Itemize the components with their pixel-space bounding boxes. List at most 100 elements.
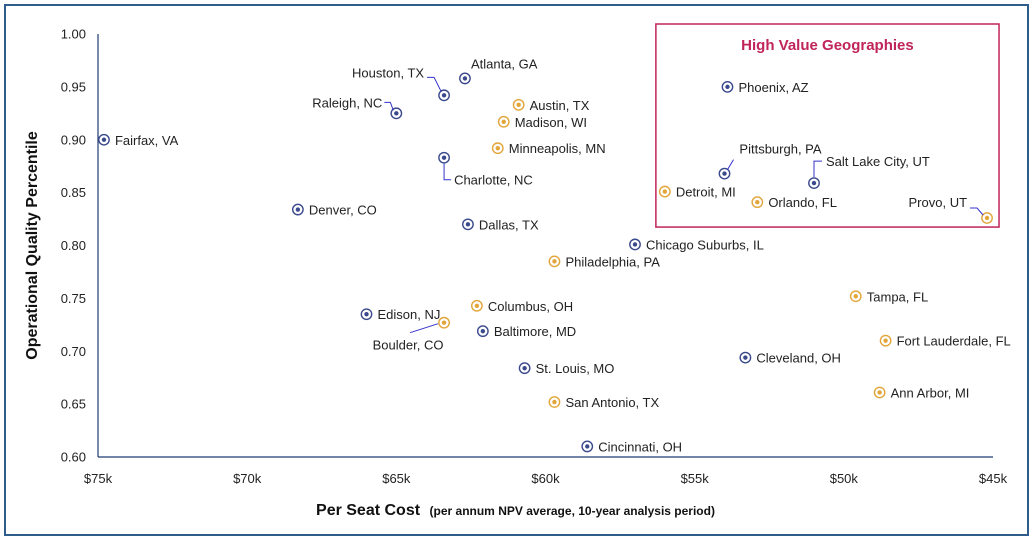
x-axis-title-note: (per annum NPV average, 10-year analysis… — [430, 504, 715, 518]
data-point: Atlanta, GA — [459, 56, 538, 85]
point-label: Atlanta, GA — [471, 56, 538, 71]
data-point: Tampa, FL — [849, 289, 928, 304]
point-label: Cleveland, OH — [756, 351, 841, 366]
point-label: Minneapolis, MN — [509, 141, 606, 156]
data-point: Pittsburgh, PA — [718, 142, 822, 180]
data-point: Raleigh, NC — [312, 95, 403, 120]
point-marker-inner — [552, 399, 557, 405]
y-tick-label: 0.75 — [61, 291, 86, 306]
y-tick-label: 0.70 — [61, 344, 86, 359]
x-tick-label: $50k — [830, 471, 859, 486]
data-point: Detroit, MI — [658, 185, 736, 200]
point-marker-inner — [725, 84, 730, 90]
point-label: Madison, WI — [515, 115, 587, 130]
point-label: Chicago Suburbs, IL — [646, 237, 764, 252]
point-marker-inner — [585, 444, 590, 449]
data-point: Salt Lake City, UT — [808, 154, 930, 190]
point-label: Dallas, TX — [479, 217, 539, 232]
point-label: Detroit, MI — [676, 185, 736, 200]
data-point: Chicago Suburbs, IL — [629, 237, 764, 252]
y-tick-label: 0.80 — [61, 238, 86, 253]
data-point: Ann Arbor, MI — [873, 385, 970, 400]
data-point: Fairfax, VA — [98, 133, 179, 148]
data-point: Cincinnati, OH — [581, 439, 682, 454]
data-point: Denver, CO — [291, 203, 377, 218]
point-label: Austin, TX — [530, 98, 590, 113]
chart-frame: High Value Geographies 1.00 0.95 0.90 0.85 0… — [4, 4, 1029, 536]
point-marker-inner — [394, 111, 399, 116]
x-tick-label: $75k — [84, 471, 113, 486]
point-label: Phoenix, AZ — [738, 80, 808, 95]
data-point: Dallas, TX — [462, 217, 539, 232]
point-marker-inner — [755, 199, 760, 205]
y-tick-label: 0.85 — [61, 185, 86, 200]
high-value-box-title: High Value Geographies — [741, 37, 914, 54]
data-point: Austin, TX — [512, 98, 590, 113]
point-marker-inner — [743, 355, 748, 360]
point-marker-inner — [552, 259, 557, 264]
data-point: Baltimore, MD — [476, 324, 576, 339]
point-label: Philadelphia, PA — [565, 254, 660, 269]
point-label: Raleigh, NC — [312, 95, 382, 110]
y-tick-label: 0.65 — [61, 397, 86, 412]
data-point: Minneapolis, MN — [491, 141, 606, 156]
x-tick-label: $55k — [681, 471, 710, 486]
point-marker-inner — [364, 312, 369, 317]
data-point: Charlotte, NC — [438, 151, 533, 188]
point-label: Edison, NJ — [378, 307, 441, 322]
data-point: Fort Lauderdale, FL — [879, 334, 1011, 349]
point-marker-inner — [516, 102, 521, 108]
point-marker-inner — [662, 189, 668, 194]
data-point: Cleveland, OH — [739, 351, 841, 366]
x-tick-label: $65k — [382, 471, 411, 486]
point-label: Fairfax, VA — [115, 133, 179, 148]
scatter-chart: High Value Geographies 1.00 0.95 0.90 0.85 0… — [24, 23, 1011, 519]
x-tick-label: $45k — [979, 471, 1008, 486]
point-marker-inner — [984, 215, 990, 221]
point-label: Ann Arbor, MI — [891, 385, 970, 400]
point-marker-inner — [853, 294, 858, 299]
point-marker-inner — [465, 222, 471, 227]
data-point: Boulder, CO — [373, 316, 450, 353]
leader-line — [409, 323, 439, 334]
leader-line — [384, 101, 394, 111]
data-point: Provo, UT — [909, 195, 993, 224]
point-label: Tampa, FL — [867, 289, 928, 304]
point-marker-inner — [722, 171, 727, 176]
y-tick-label: 0.95 — [61, 79, 86, 94]
point-marker-inner — [295, 207, 301, 212]
point-marker-inner — [441, 155, 447, 160]
point-marker-inner — [480, 328, 486, 334]
x-tick-label: $70k — [233, 471, 262, 486]
high-value-box — [655, 23, 1000, 228]
point-label: Denver, CO — [309, 203, 377, 218]
point-label: Provo, UT — [909, 195, 968, 210]
point-marker-inner — [883, 338, 888, 343]
data-point: Columbus, OH — [470, 299, 573, 314]
leader-line — [813, 160, 822, 178]
point-marker-inner — [441, 93, 447, 98]
data-point: St. Louis, MO — [518, 361, 614, 376]
point-marker-inner — [101, 137, 107, 142]
leader-line — [427, 76, 442, 92]
point-marker-inner — [495, 146, 500, 151]
leader-line — [727, 159, 734, 170]
point-marker-inner — [501, 119, 506, 124]
point-label: Boulder, CO — [373, 338, 444, 353]
point-marker-inner — [632, 242, 638, 247]
point-label: Pittsburgh, PA — [739, 142, 821, 157]
point-label: Columbus, OH — [488, 299, 573, 314]
data-point: Houston, TX — [352, 65, 450, 102]
y-axis-title: Operational Quality Percentile — [24, 131, 41, 360]
data-point: Philadelphia, PA — [548, 254, 660, 269]
point-label: San Antonio, TX — [565, 395, 659, 410]
leader-line — [970, 207, 984, 216]
point-marker-inner — [522, 365, 527, 371]
point-marker-inner — [462, 76, 468, 81]
y-tick-label: 0.60 — [61, 450, 86, 465]
point-label: Fort Lauderdale, FL — [897, 334, 1011, 349]
point-label: Orlando, FL — [768, 195, 837, 210]
data-point: Madison, WI — [497, 115, 587, 130]
point-label: Salt Lake City, UT — [826, 154, 930, 169]
x-tick-label: $60k — [531, 471, 560, 486]
